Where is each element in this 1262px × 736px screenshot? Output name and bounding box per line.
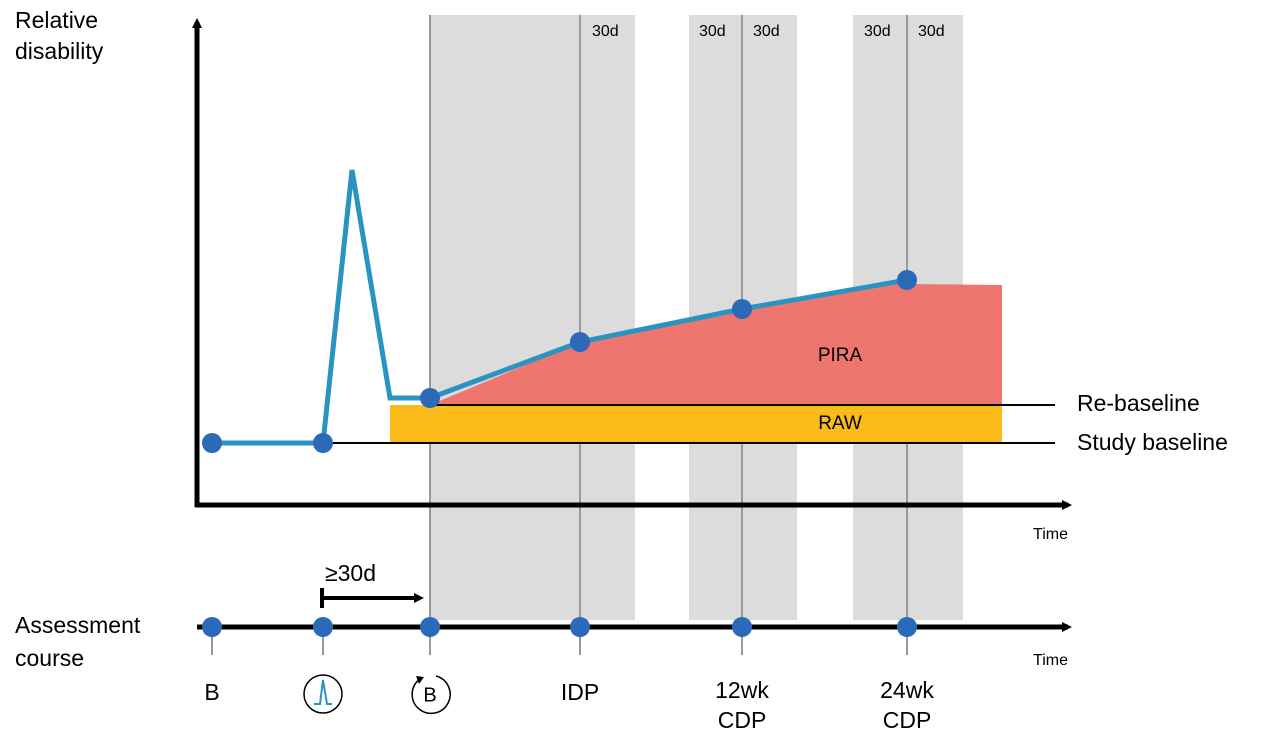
interval-label: ≥30d [325, 560, 376, 586]
point [420, 617, 440, 637]
pira-region [430, 280, 1002, 405]
disability-line [212, 169, 908, 446]
icon-circle [303, 674, 343, 714]
point [897, 617, 917, 637]
point [570, 332, 590, 352]
point [313, 617, 333, 637]
point [313, 433, 333, 453]
point [897, 270, 917, 290]
event-label: 24wk [880, 677, 934, 703]
raw-label: RAW [818, 413, 862, 434]
icon-arrowhead [416, 676, 424, 684]
point [732, 299, 752, 319]
icon-arc [411, 675, 451, 715]
event-label: CDP [718, 707, 767, 733]
y-axis-label: Relative [15, 7, 98, 33]
re-baseline-label: Re-baseline [1077, 390, 1200, 416]
point [202, 433, 222, 453]
point [732, 617, 752, 637]
course-points [202, 617, 917, 637]
window-label: 30d [918, 23, 945, 40]
disability-points [202, 270, 917, 453]
event-label: CDP [883, 707, 932, 733]
event-label: B [423, 684, 436, 706]
course-axis-label: Time [1033, 652, 1068, 669]
window-label: 30d [699, 23, 726, 40]
window-band [430, 15, 635, 620]
study-baseline-label: Study baseline [1077, 429, 1228, 455]
window-label: 30d [864, 23, 891, 40]
event-label: B [204, 679, 219, 705]
rebaseline-icon: B [411, 675, 451, 715]
relapse-icon [303, 674, 343, 714]
course-label: course [15, 645, 84, 671]
x-axis-label: Time [1033, 526, 1068, 543]
point [202, 617, 222, 637]
course-label: Assessment [15, 612, 141, 638]
raw-region [390, 405, 1002, 443]
point [420, 388, 440, 408]
y-axis-label: disability [15, 38, 104, 64]
point [570, 617, 590, 637]
event-label: 12wk [715, 677, 769, 703]
pira-label: PIRA [818, 345, 863, 366]
event-label: IDP [561, 679, 599, 705]
window-label: 30d [592, 23, 619, 40]
icon-peak [314, 679, 332, 705]
window-label: 30d [753, 23, 780, 40]
